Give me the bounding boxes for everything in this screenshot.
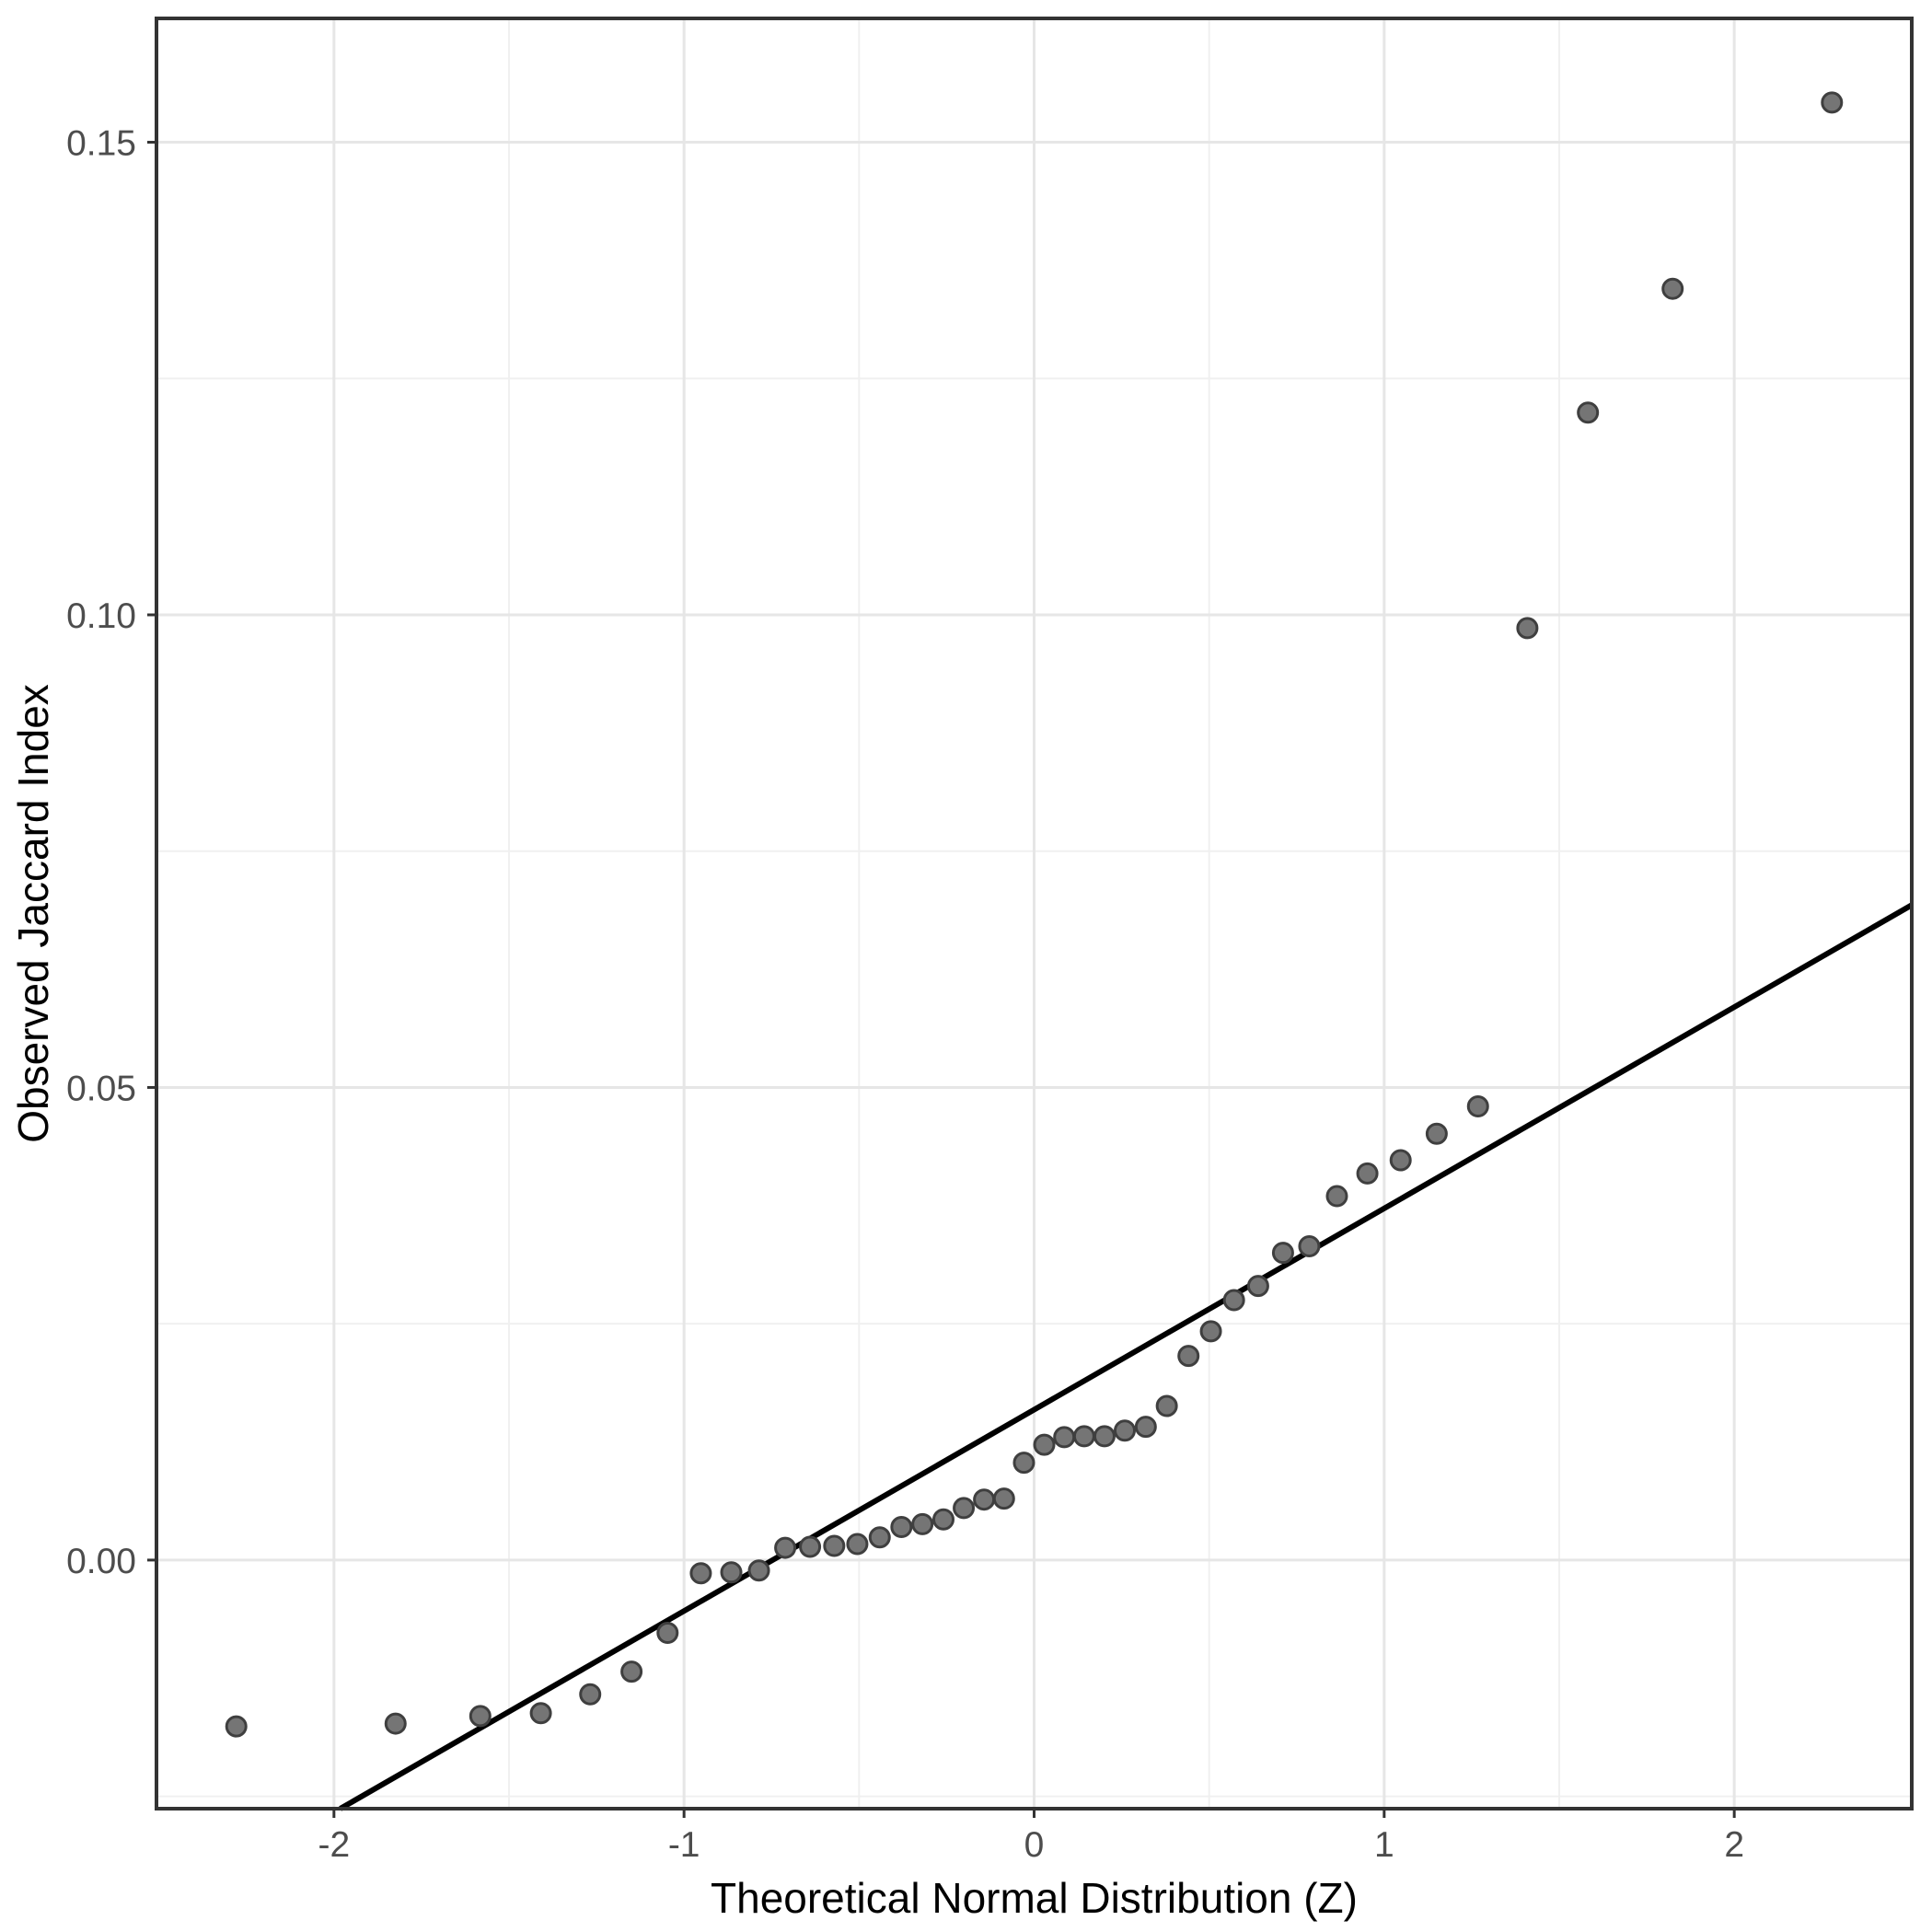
qq-point [747,1559,770,1582]
qq-point [774,1536,797,1559]
y-tick-label: 0.05 [66,1069,136,1108]
major-gridlines [156,18,1912,1809]
qq-point [1072,1425,1095,1448]
qq-point [1271,1242,1294,1265]
x-tick-label: 0 [1024,1825,1045,1865]
qq-point [1577,401,1600,424]
y-tick-label: 0.10 [66,596,136,636]
qq-point [529,1702,552,1725]
qq-point [1466,1094,1489,1117]
qq-points [225,91,1844,1738]
qq-point [1177,1345,1200,1368]
qq-point [656,1621,679,1644]
qq-point [1134,1416,1157,1439]
y-axis-title: Observed Jaccard Index [9,684,57,1143]
qq-point [1053,1426,1076,1449]
qq-point [953,1497,976,1520]
qq-point [1199,1320,1222,1343]
qq-point [1356,1162,1379,1185]
qq-point [868,1526,891,1549]
qq-point [1012,1452,1035,1475]
qq-point [469,1705,492,1728]
qq-point [689,1562,712,1585]
qq-point [1155,1394,1178,1417]
qq-point [931,1508,954,1531]
x-tick-label: 2 [1724,1825,1744,1865]
qq-point [720,1561,743,1584]
qq-point [384,1712,407,1735]
qq-point [1325,1185,1348,1208]
qq-point [1114,1419,1137,1442]
qq-point [1222,1289,1245,1312]
y-tick-label: 0.00 [66,1542,136,1581]
x-tick-label: -1 [668,1825,700,1865]
qq-point [973,1488,996,1511]
qq-point [1298,1234,1321,1257]
qq-reference-line-group [339,902,1914,1811]
axis-ticks [147,141,1736,1818]
qq-point [1246,1275,1269,1298]
qq-point [1661,277,1684,300]
qq-point [890,1515,913,1538]
qq-point [1093,1425,1116,1448]
x-tick-label: 1 [1374,1825,1394,1865]
y-tick-label: 0.15 [66,124,136,164]
qq-point [823,1534,846,1557]
qq-point [911,1512,934,1535]
qq-point [1425,1122,1448,1145]
qq-point [846,1533,869,1556]
qq-point [1516,617,1539,640]
qq-point [1821,91,1844,114]
axis-tick-labels: -2 -1 0 1 2 0.00 0.05 0.10 0.15 [66,124,1744,1865]
qq-point [620,1660,643,1683]
qq-point [799,1535,822,1558]
qq-point [225,1715,248,1738]
qq-point [1033,1433,1056,1456]
qq-point [1389,1149,1412,1172]
x-tick-label: -2 [318,1825,350,1865]
qq-reference-line [339,902,1914,1811]
qq-point [992,1487,1015,1510]
qq-point [579,1683,602,1706]
x-axis-title: Theoretical Normal Distribution (Z) [711,1874,1358,1922]
